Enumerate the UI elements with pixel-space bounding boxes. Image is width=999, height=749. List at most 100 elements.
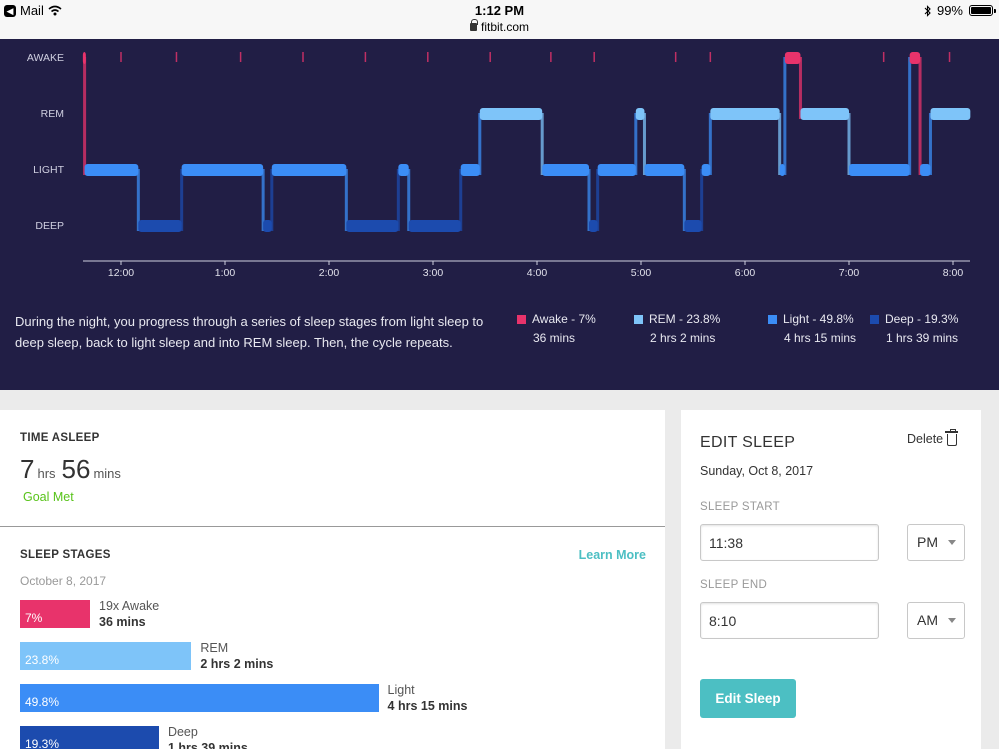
stage-transition [261, 169, 265, 231]
awake-blip [120, 52, 122, 62]
legend-duration: 36 mins [533, 331, 576, 345]
chart-description: During the night, you progress through a… [15, 314, 484, 350]
goal-status: Goal Met [23, 490, 74, 504]
stage-axis-label: AWAKE [27, 52, 64, 64]
back-arrow-icon: ◀ [4, 4, 16, 17]
awake-blip [489, 52, 491, 62]
chevron-down-icon [948, 540, 956, 545]
legend-duration: 1 hrs 39 mins [886, 331, 959, 345]
stage-bar-label: REM 2 hrs 2 mins [200, 640, 273, 672]
stage-segment [346, 220, 399, 232]
awake-blip [674, 52, 677, 62]
stage-transition [478, 113, 482, 175]
awake-blip [302, 52, 304, 62]
x-tick-label: 5:00 [631, 267, 652, 279]
stage-segment [589, 220, 598, 232]
legend-label: Deep - 19.3% [885, 312, 959, 326]
stage-segment [644, 164, 685, 176]
stage-transition [847, 113, 851, 175]
x-tick-label: 12:00 [108, 267, 134, 279]
stage-bar-label: Light 4 hrs 15 mins [388, 682, 468, 714]
stage-axis-label: LIGHT [33, 164, 65, 176]
asleep-minutes: 56 [61, 454, 91, 484]
legend-label: Light - 49.8% [783, 312, 854, 326]
stage-transition [83, 57, 87, 175]
stage-segment [701, 164, 711, 176]
stage-segment [138, 220, 182, 232]
legend-duration: 4 hrs 15 mins [784, 331, 857, 345]
url-host: fitbit.com [480, 20, 529, 34]
divider [0, 526, 665, 527]
sleep-end-input[interactable] [700, 602, 879, 639]
edit-sleep-date: Sunday, Oct 8, 2017 [700, 464, 814, 478]
sleep-start-period-select[interactable]: PM [907, 524, 965, 561]
stage-transition [459, 169, 463, 231]
sleep-start-label: SLEEP START [700, 501, 780, 513]
status-time: 1:12 PM [474, 3, 525, 18]
back-app-label: Mail [20, 3, 44, 18]
stage-transition [928, 113, 932, 175]
awake-blip [709, 52, 712, 62]
sleep-stage-chart: AWAKE REM LIGHT DEEP 12:00 1:00 2:00 3:00 4:00 5:… [27, 52, 971, 279]
sleep-stages-title: SLEEP STAGES [20, 549, 111, 561]
stage-transition [682, 169, 686, 231]
stage-segment [460, 164, 480, 176]
stage-segment [408, 220, 461, 232]
x-tick-label: 6:00 [735, 267, 756, 279]
stage-axis-label: DEEP [35, 220, 64, 232]
stage-transition [540, 113, 544, 175]
stage-segment [710, 108, 780, 120]
learn-more-link[interactable]: Learn More [578, 548, 646, 562]
awake-blip [175, 52, 178, 62]
stage-segment [784, 52, 801, 64]
awake-blip [239, 52, 242, 62]
stage-duration: 2 hrs 2 mins [200, 657, 274, 671]
legend-item: Deep - 19.3% 1 hrs 39 mins [870, 312, 958, 345]
stage-segment [909, 52, 921, 64]
delete-button[interactable]: Delete [907, 429, 959, 446]
stage-segment [82, 52, 86, 64]
awake-blip [427, 52, 429, 62]
stage-transition [798, 57, 802, 119]
stage-bar-label: Deep 1 hrs 39 mins [168, 724, 248, 749]
sleep-end-period-select[interactable]: AM [907, 602, 965, 639]
asleep-minutes-unit: mins [93, 466, 121, 481]
chevron-down-icon [948, 618, 956, 623]
sleep-end-period: AM [917, 612, 938, 628]
address-bar[interactable]: fitbit.com [0, 19, 999, 39]
x-tick-label: 2:00 [319, 267, 340, 279]
stage-bar-label: 19x Awake 36 mins [99, 598, 159, 630]
lock-icon [469, 19, 478, 31]
legend-label: Awake - 7% [532, 312, 596, 326]
stage-bar: 19.3% [20, 726, 159, 749]
time-asleep-value: 7 hrs 56 mins [20, 454, 127, 485]
stage-segment [398, 164, 409, 176]
delete-label: Delete [907, 432, 944, 446]
stage-transition [708, 113, 712, 175]
sleep-start-input[interactable] [700, 524, 879, 561]
awake-blip [882, 52, 885, 62]
stage-name: 19x Awake [99, 599, 160, 613]
stage-segment [84, 164, 139, 176]
legend-swatch [768, 314, 777, 324]
legend-swatch [870, 314, 879, 324]
stage-transition [778, 113, 782, 175]
bluetooth-icon [924, 4, 931, 17]
sleep-stage-panel: AWAKE REM LIGHT DEEP 12:00 1:00 2:00 3:00 4:00 5:… [0, 39, 999, 390]
stage-segment [597, 164, 636, 176]
stage-segment [635, 108, 645, 120]
stage-duration: 4 hrs 15 mins [387, 699, 468, 713]
edit-sleep-title: EDIT SLEEP [700, 434, 796, 451]
sleep-summary-card: TIME ASLEEP 7 hrs 56 mins Goal Met SLEEP… [0, 410, 665, 749]
stage-segment [684, 220, 702, 232]
stage-segment [181, 164, 264, 176]
x-tick-label: 1:00 [215, 267, 236, 279]
back-to-app[interactable]: ◀ Mail [4, 3, 62, 18]
edit-sleep-button[interactable]: Edit Sleep [700, 679, 796, 718]
stage-duration: 1 hrs 39 mins [167, 741, 248, 749]
stage-segment [263, 220, 272, 232]
stage-transition [180, 169, 184, 231]
edit-sleep-card: EDIT SLEEP Delete Sunday, Oct 8, 2017 SL… [681, 410, 981, 749]
x-tick-label: 8:00 [943, 267, 964, 279]
legend-duration: 2 hrs 2 mins [650, 331, 716, 345]
